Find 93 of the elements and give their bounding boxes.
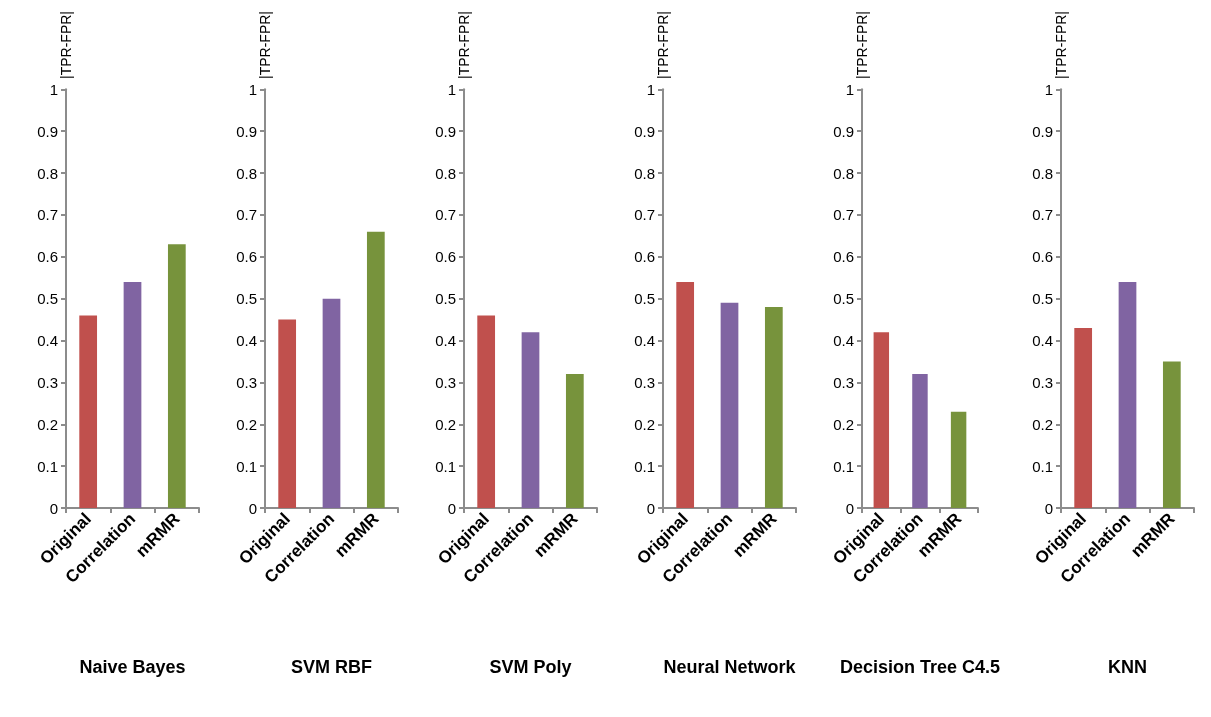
y-tick-label: 0.4 bbox=[435, 332, 456, 350]
y-tick-label: 0.3 bbox=[1032, 373, 1053, 391]
bar bbox=[167, 244, 186, 508]
bar bbox=[950, 411, 967, 508]
y-tick-label: 0 bbox=[845, 499, 854, 517]
y-tick-label: 0.8 bbox=[435, 164, 456, 182]
y-tick-label: 0.3 bbox=[634, 373, 655, 391]
y-tick-label: 0.7 bbox=[37, 206, 58, 224]
bar bbox=[366, 231, 385, 508]
y-tick-label: 0.5 bbox=[236, 290, 257, 308]
y-tick-label: 0.1 bbox=[634, 457, 655, 475]
y-tick-label: 0.4 bbox=[833, 332, 854, 350]
y-tick-label: 0.2 bbox=[833, 415, 854, 433]
bar bbox=[278, 319, 297, 508]
y-tick-label: 0.7 bbox=[833, 206, 854, 224]
y-tick-label: 0.3 bbox=[236, 373, 257, 391]
y-tick-label: 0.9 bbox=[435, 122, 456, 140]
y-axis-title: |TPR-FPR| bbox=[854, 11, 870, 79]
y-tick-label: 0.9 bbox=[236, 122, 257, 140]
y-tick-label: 0.5 bbox=[833, 290, 854, 308]
x-axis-title: Neural Network bbox=[663, 657, 797, 677]
y-axis-title: |TPR-FPR| bbox=[456, 11, 472, 79]
y-axis-title: |TPR-FPR| bbox=[655, 11, 671, 79]
y-axis-title: |TPR-FPR| bbox=[58, 11, 74, 79]
y-tick-label: 0.8 bbox=[1032, 164, 1053, 182]
y-tick-label: 0.1 bbox=[833, 457, 854, 475]
bar bbox=[565, 374, 584, 508]
y-axis-title: |TPR-FPR| bbox=[1053, 11, 1069, 79]
x-axis-title: KNN bbox=[1108, 657, 1147, 677]
y-tick-label: 1 bbox=[845, 80, 854, 98]
x-axis-title: Naive Bayes bbox=[79, 657, 186, 677]
y-tick-label: 1 bbox=[248, 80, 257, 98]
y-tick-label: 0.6 bbox=[435, 248, 456, 266]
bar bbox=[1118, 281, 1137, 508]
y-tick-label: 0.3 bbox=[37, 373, 58, 391]
y-tick-label: 0.2 bbox=[634, 415, 655, 433]
y-tick-label: 1 bbox=[49, 80, 58, 98]
y-tick-label: 1 bbox=[1044, 80, 1053, 98]
bar bbox=[79, 315, 98, 508]
y-tick-label: 0.1 bbox=[236, 457, 257, 475]
y-tick-label: 0.4 bbox=[37, 332, 58, 350]
y-tick-label: 0.3 bbox=[833, 373, 854, 391]
y-tick-label: 0.9 bbox=[634, 122, 655, 140]
y-tick-label: 0 bbox=[447, 499, 456, 517]
x-axis-title: Decision Tree C4.5 bbox=[839, 657, 1000, 677]
y-tick-label: 0 bbox=[1044, 499, 1053, 517]
y-tick-label: 0 bbox=[646, 499, 655, 517]
y-tick-label: 0.6 bbox=[833, 248, 854, 266]
y-tick-label: 0 bbox=[49, 499, 58, 517]
y-tick-label: 0.6 bbox=[37, 248, 58, 266]
y-tick-label: 0.2 bbox=[236, 415, 257, 433]
y-tick-label: 0.7 bbox=[1032, 206, 1053, 224]
bar bbox=[873, 332, 890, 508]
y-tick-label: 0.2 bbox=[1032, 415, 1053, 433]
y-tick-label: 0.6 bbox=[634, 248, 655, 266]
y-tick-label: 0.9 bbox=[37, 122, 58, 140]
bar bbox=[1074, 327, 1093, 508]
bar bbox=[477, 315, 496, 508]
y-axis-title: |TPR-FPR| bbox=[257, 11, 273, 79]
y-tick-label: 0.9 bbox=[1032, 122, 1053, 140]
y-tick-label: 0.4 bbox=[236, 332, 257, 350]
y-tick-label: 0.6 bbox=[236, 248, 257, 266]
bar bbox=[322, 298, 341, 508]
y-tick-label: 0.7 bbox=[435, 206, 456, 224]
y-tick-label: 1 bbox=[447, 80, 456, 98]
y-tick-label: 0 bbox=[248, 499, 257, 517]
y-tick-label: 0.1 bbox=[37, 457, 58, 475]
y-tick-label: 0.2 bbox=[37, 415, 58, 433]
y-tick-label: 0.9 bbox=[833, 122, 854, 140]
y-tick-label: 0.1 bbox=[435, 457, 456, 475]
y-tick-label: 0.8 bbox=[37, 164, 58, 182]
y-tick-label: 0.8 bbox=[833, 164, 854, 182]
y-tick-label: 0.4 bbox=[1032, 332, 1053, 350]
y-tick-label: 0.7 bbox=[634, 206, 655, 224]
bar bbox=[123, 281, 142, 508]
bar bbox=[912, 374, 928, 508]
x-axis-title: SVM RBF bbox=[291, 657, 372, 677]
y-tick-label: 0.4 bbox=[634, 332, 655, 350]
bar bbox=[1162, 361, 1181, 508]
y-tick-label: 0.3 bbox=[435, 373, 456, 391]
y-tick-label: 1 bbox=[646, 80, 655, 98]
y-tick-label: 0.5 bbox=[37, 290, 58, 308]
y-tick-label: 0.5 bbox=[634, 290, 655, 308]
y-tick-label: 0.5 bbox=[1032, 290, 1053, 308]
y-tick-label: 0.6 bbox=[1032, 248, 1053, 266]
y-tick-label: 0.8 bbox=[634, 164, 655, 182]
y-tick-label: 0.7 bbox=[236, 206, 257, 224]
y-tick-label: 0.1 bbox=[1032, 457, 1053, 475]
x-axis-title: SVM Poly bbox=[489, 657, 572, 677]
y-tick-label: 0.8 bbox=[236, 164, 257, 182]
y-tick-label: 0.2 bbox=[435, 415, 456, 433]
bar bbox=[521, 332, 540, 508]
y-tick-label: 0.5 bbox=[435, 290, 456, 308]
